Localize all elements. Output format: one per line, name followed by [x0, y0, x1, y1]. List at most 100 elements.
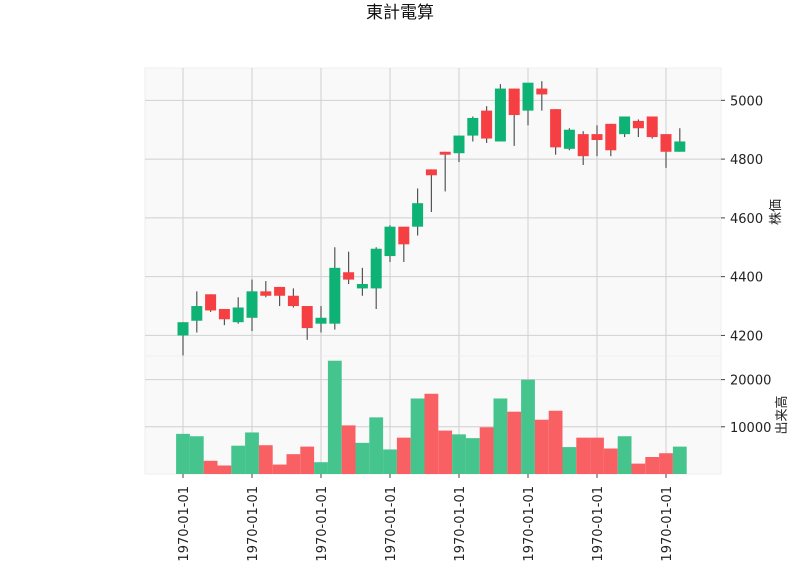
- candle-up: [494, 88, 506, 142]
- candle-up: [674, 141, 686, 152]
- candle-down: [425, 169, 437, 176]
- candle-down: [301, 306, 313, 329]
- x-tick-label: 1970-01-01: [177, 486, 192, 562]
- candle-up: [191, 306, 203, 321]
- candle-up: [232, 307, 244, 323]
- candle-down: [398, 226, 410, 245]
- candle-down: [260, 291, 272, 296]
- volume-bar: [631, 463, 646, 474]
- volume-bar: [617, 436, 632, 474]
- volume-bar: [355, 442, 370, 474]
- volume-tick-label: 20000: [730, 374, 771, 389]
- candle-down: [439, 151, 451, 155]
- volume-bar: [672, 446, 687, 474]
- volume-bar: [438, 430, 453, 474]
- volume-bar: [479, 427, 494, 474]
- x-tick-label: 1970-01-01: [660, 486, 675, 562]
- volume-bar: [369, 417, 384, 474]
- price-tick-label: 4200: [730, 329, 763, 344]
- candle-down: [632, 120, 644, 129]
- volume-bar: [562, 447, 577, 474]
- candle-down: [577, 134, 589, 157]
- x-tick-label: 1970-01-01: [246, 486, 261, 562]
- volume-tick-label: 10000: [730, 421, 771, 436]
- candle-up: [246, 291, 258, 318]
- candle-down: [605, 123, 617, 151]
- volume-bar: [300, 446, 315, 474]
- volume-bar: [327, 360, 342, 474]
- candle-up: [370, 248, 382, 289]
- price-panel-background: [144, 67, 722, 357]
- volume-bar: [383, 449, 397, 474]
- candle-up: [619, 116, 631, 135]
- volume-bar: [245, 432, 259, 474]
- x-tick-label: 1970-01-01: [315, 486, 330, 562]
- price-panel: 4200 4400 4600 4800 5000 株価: [144, 67, 784, 357]
- volume-bar: [521, 379, 535, 474]
- volume-bar: [603, 448, 618, 474]
- x-axis-ticks: 1970-01-01 1970-01-01 1970-01-01 1970-01-01…: [177, 474, 675, 562]
- candle-down: [287, 295, 299, 307]
- volume-bar: [590, 437, 604, 474]
- candle-down: [550, 109, 562, 148]
- volume-ticks: 10000 20000: [721, 374, 771, 436]
- candle-down: [343, 272, 355, 280]
- chart-title: 東計電算: [366, 3, 434, 23]
- volume-bar: [493, 398, 508, 474]
- volume-bars: [176, 360, 687, 474]
- candle-up: [563, 129, 575, 149]
- candle-down: [646, 116, 658, 138]
- candle-down: [591, 134, 603, 140]
- volume-bar: [576, 437, 591, 474]
- volume-bar: [548, 410, 563, 474]
- price-tick-label: 4600: [730, 212, 763, 227]
- x-tick-label: 1970-01-01: [453, 486, 468, 562]
- price-axis-label: 株価: [769, 199, 784, 225]
- candle-down: [218, 308, 230, 320]
- candle-down: [536, 88, 548, 95]
- volume-bar: [645, 457, 660, 474]
- volume-bar: [286, 454, 301, 474]
- volume-bar: [396, 437, 411, 474]
- volume-bar: [465, 438, 480, 474]
- volume-bar: [176, 433, 190, 474]
- candle-down: [274, 286, 286, 296]
- candle-up: [356, 284, 368, 289]
- x-tick-label: 1970-01-01: [384, 486, 399, 562]
- volume-bar: [424, 393, 439, 474]
- price-tick-label: 4400: [730, 271, 763, 286]
- volume-panel: 10000 20000 出来高: [144, 355, 790, 475]
- candle-up: [412, 203, 424, 227]
- volume-bar: [272, 464, 287, 474]
- volume-bar: [452, 434, 466, 474]
- candle-up: [453, 135, 465, 154]
- volume-bar: [534, 419, 549, 474]
- volume-bar: [231, 445, 246, 474]
- volume-bar: [258, 445, 273, 474]
- volume-bar: [189, 436, 204, 474]
- candle-down: [660, 134, 672, 152]
- candle-up: [384, 226, 396, 257]
- candle-up: [467, 117, 479, 136]
- volume-bar: [217, 465, 232, 474]
- candle-up: [329, 267, 341, 324]
- price-tick-label: 4800: [730, 153, 763, 168]
- candle-down: [205, 294, 217, 311]
- candle-down: [508, 88, 520, 116]
- candle-up: [522, 82, 534, 111]
- price-ticks: 4200 4400 4600 4800 5000: [721, 94, 763, 344]
- volume-bar: [314, 462, 328, 474]
- candle-up: [315, 317, 327, 324]
- volume-bar: [203, 460, 218, 474]
- volume-bar: [659, 453, 673, 474]
- volume-bar: [341, 425, 356, 474]
- volume-bar: [507, 411, 522, 474]
- x-tick-label: 1970-01-01: [591, 486, 606, 562]
- volume-bar: [410, 398, 425, 474]
- candles: [177, 81, 686, 356]
- volume-axis-label: 出来高: [774, 395, 790, 434]
- candle-up: [177, 322, 189, 336]
- x-tick-label: 1970-01-01: [522, 486, 537, 562]
- price-tick-label: 5000: [730, 94, 763, 109]
